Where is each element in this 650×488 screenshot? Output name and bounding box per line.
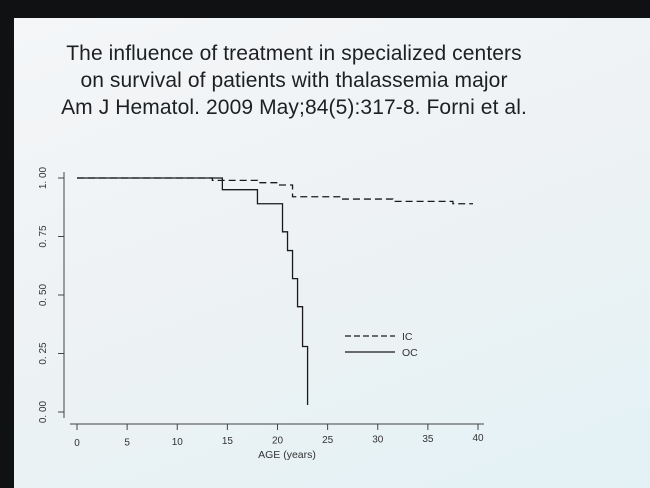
x-tick-label: 15: [222, 436, 234, 447]
legend-label-ic: IC: [402, 331, 413, 343]
x-tick-label: 20: [272, 436, 284, 447]
x-tick-label: 30: [372, 434, 384, 445]
series-line-ic: [77, 177, 473, 205]
title-line-3: Am J Hematol. 2009 May;84(5):317-8. Forn…: [61, 96, 527, 119]
x-tick-label: 35: [422, 434, 434, 445]
x-tick-label: 25: [322, 435, 334, 446]
series-line-oc: [77, 177, 309, 405]
y-tick-label: 0. 50: [38, 283, 49, 306]
x-axis-label: AGE (years): [258, 449, 316, 461]
y-tick-label: 1. 00: [38, 166, 49, 189]
y-tick-label: 0. 75: [38, 225, 49, 248]
title-line-2: on survival of patients with thalassemia…: [80, 69, 508, 92]
x-tick-label: 5: [124, 437, 130, 448]
x-tick-label: 0: [74, 438, 80, 449]
presentation-slide: The influence of treatment in specialize…: [14, 18, 650, 488]
legend-label-oc: OC: [402, 347, 418, 359]
slide-title: The influence of treatment in specialize…: [14, 40, 574, 121]
x-tick-label: 10: [172, 437, 184, 448]
y-tick-label: 0. 25: [38, 342, 49, 365]
y-tick-label: 0. 00: [38, 400, 49, 423]
x-tick-label: 40: [472, 433, 484, 444]
title-line-1: The influence of treatment in specialize…: [66, 42, 522, 65]
